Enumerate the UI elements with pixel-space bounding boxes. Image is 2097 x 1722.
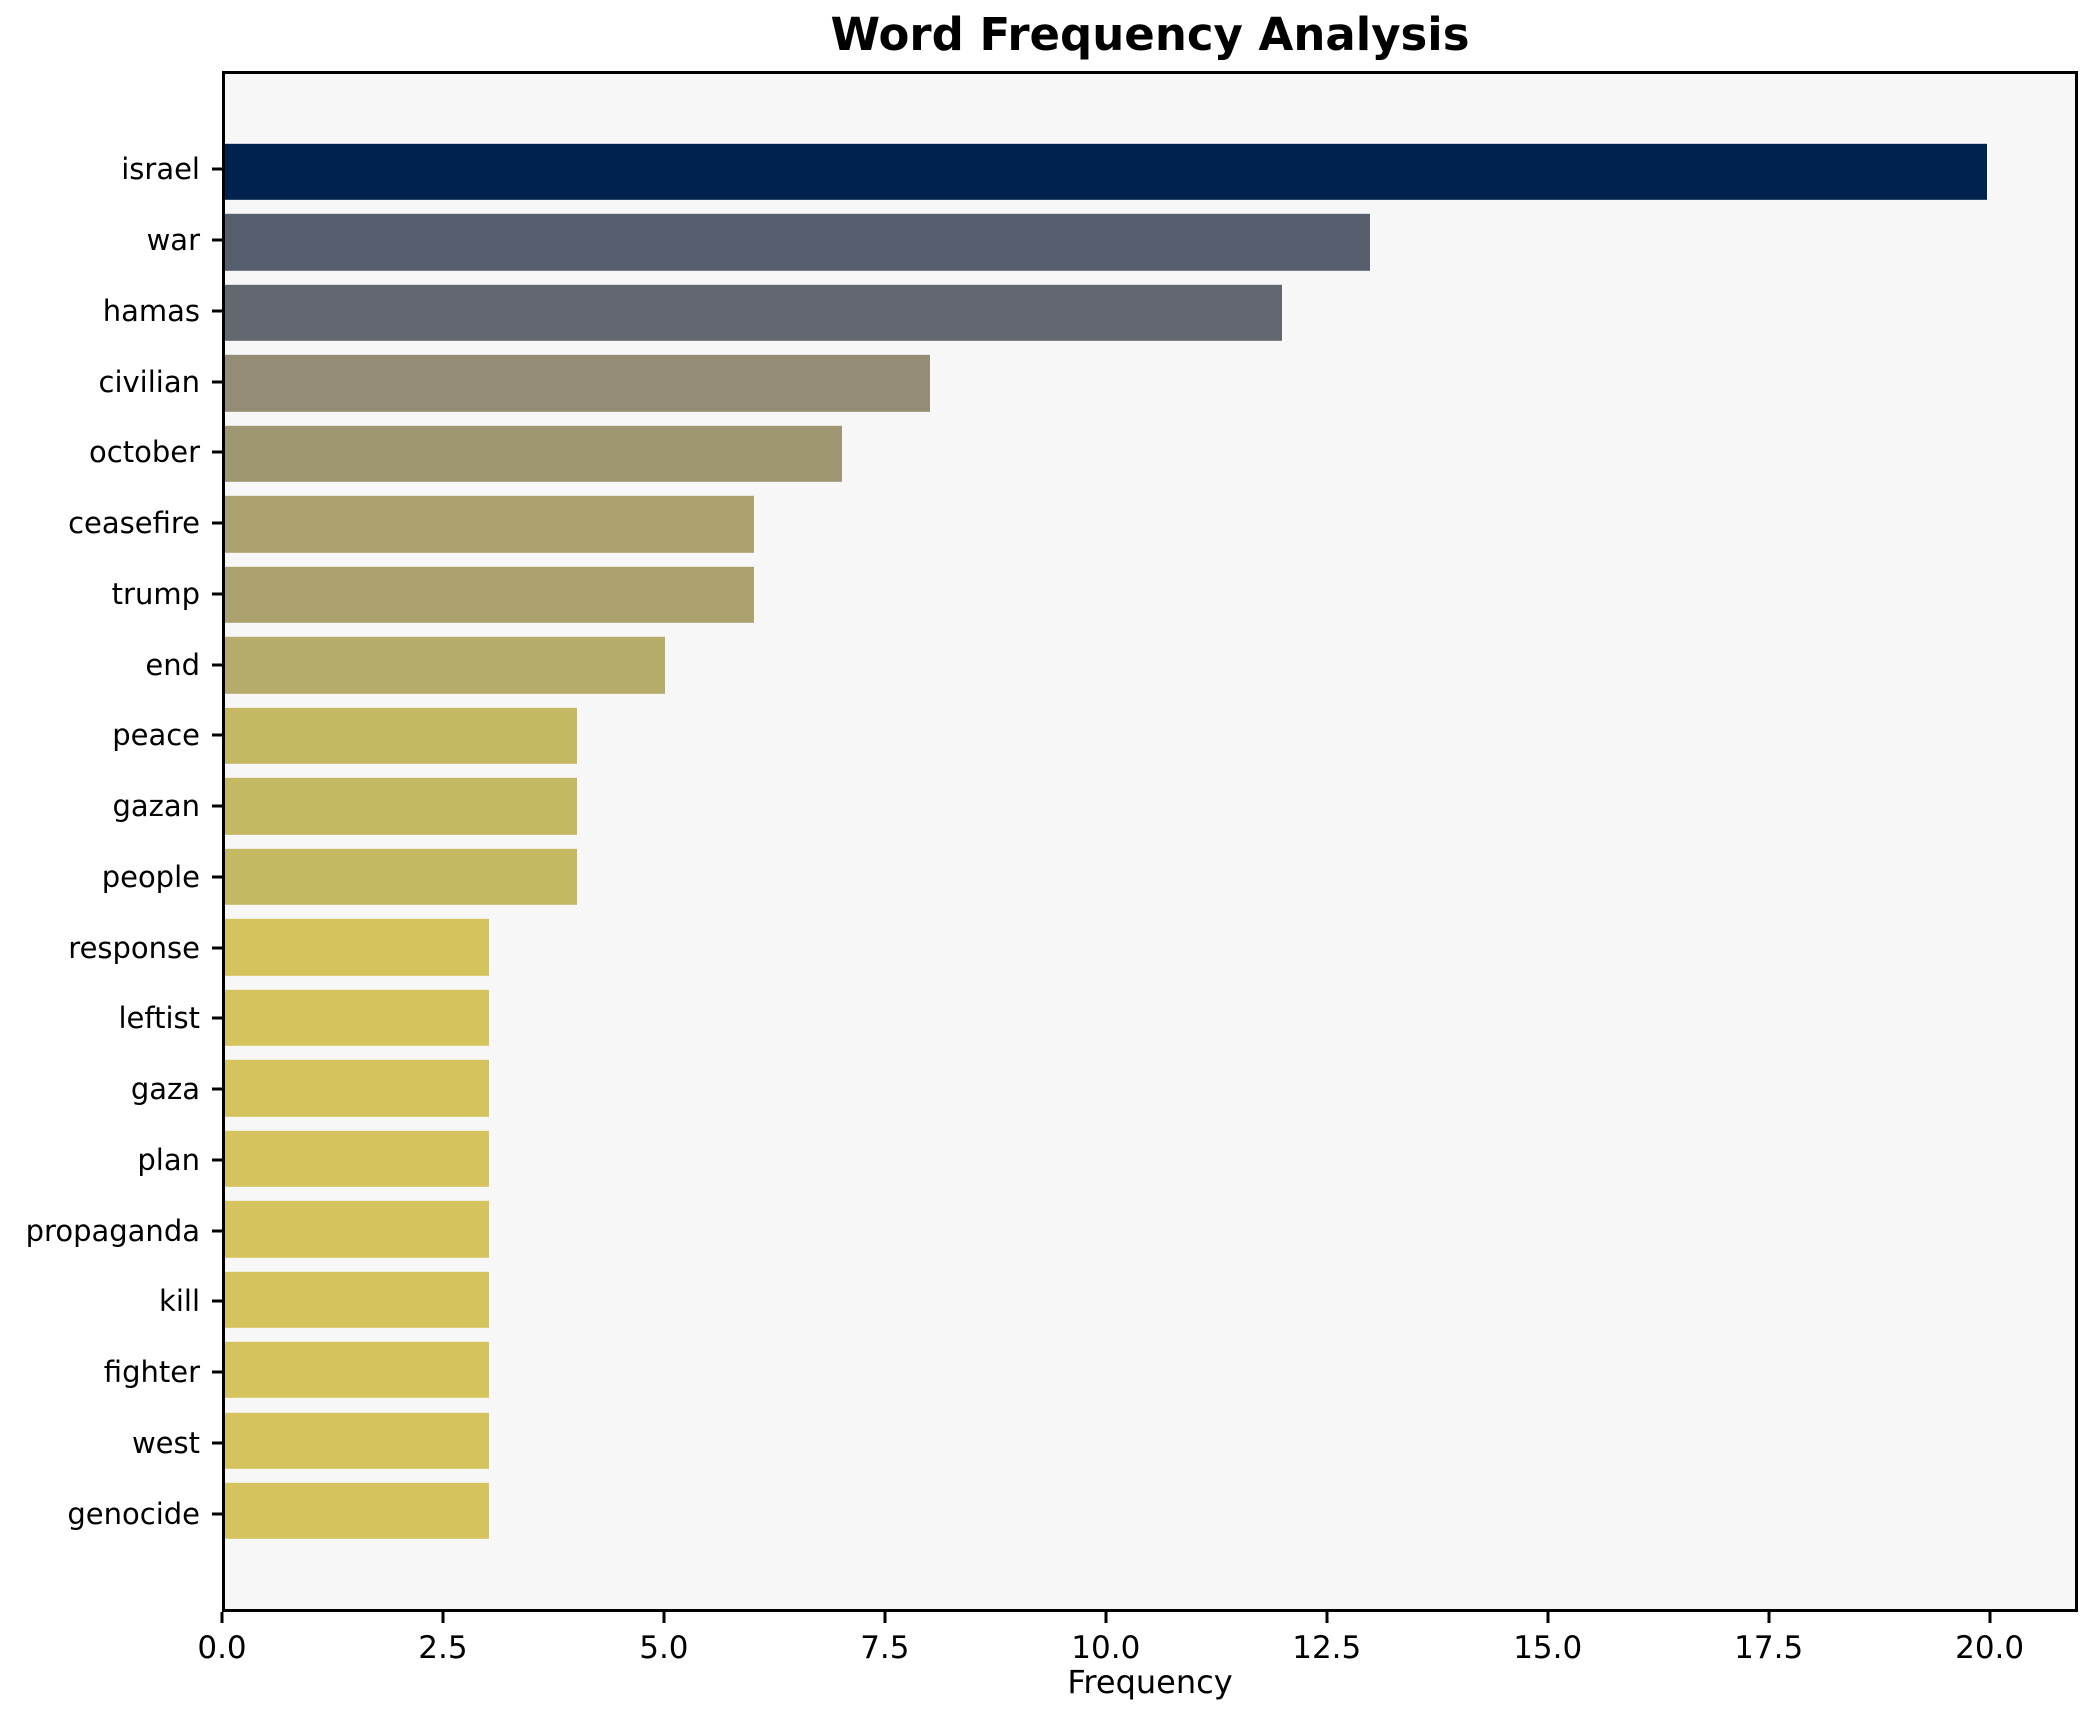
y-tick-label-war: war <box>146 223 200 258</box>
x-axis: 0.0 2.5 5.0 7.5 10.0 12.5 15.0 17.5 20.0 <box>197 1612 2078 1682</box>
plot-area <box>222 71 2078 1612</box>
bar-people <box>225 848 578 905</box>
x-tick-mark <box>1767 1612 1771 1623</box>
x-tick-mark <box>1546 1612 1550 1623</box>
y-tick-label-trump: trump <box>111 576 200 611</box>
y-tick-mark <box>212 167 222 171</box>
bar-genocide <box>225 1482 490 1540</box>
y-tick-mark <box>212 380 222 384</box>
y-tick-mark <box>212 946 222 950</box>
bar-response <box>225 919 490 976</box>
y-tick-label-leftist: leftist <box>118 1001 200 1036</box>
y-tick-mark <box>212 1087 222 1091</box>
y-tick-label-propaganda: propaganda <box>25 1213 200 1248</box>
y-tick-label-gaza: gaza <box>130 1072 200 1107</box>
x-tick-mark <box>220 1612 224 1623</box>
y-tick-mark <box>212 592 222 596</box>
bar-kill <box>225 1271 490 1328</box>
y-tick-mark <box>212 663 222 667</box>
bar-civilian <box>225 355 930 412</box>
bar-west <box>225 1412 490 1469</box>
bar-end <box>225 637 666 694</box>
bar-war <box>225 214 1371 271</box>
bar-october <box>225 425 842 483</box>
y-tick-mark <box>212 1158 222 1162</box>
y-axis: israel war hamas civilian october ceasefire tr… <box>0 71 222 1612</box>
bar-peace <box>225 707 578 764</box>
y-tick-label-plan: plan <box>137 1142 200 1177</box>
bar-propaganda <box>225 1200 490 1258</box>
x-tick-mark <box>1325 1612 1329 1623</box>
bar-hamas <box>225 284 1283 342</box>
y-tick-label-october: october <box>89 435 200 470</box>
y-tick-label-civilian: civilian <box>98 364 201 399</box>
y-tick-label-end: end <box>145 647 200 682</box>
bar-leftist <box>225 989 490 1046</box>
y-tick-label-west: west <box>131 1425 200 1460</box>
x-tick-label-17.5: 17.5 <box>1734 1630 1804 1666</box>
x-tick-label-2.5: 2.5 <box>418 1630 468 1666</box>
y-tick-label-fighter: fighter <box>103 1355 200 1390</box>
bar-israel <box>225 143 1987 201</box>
x-tick-mark <box>1988 1612 1992 1623</box>
y-tick-mark <box>212 1229 222 1233</box>
y-tick-label-peace: peace <box>112 718 200 753</box>
y-tick-label-genocide: genocide <box>67 1496 200 1531</box>
bar-gaza <box>225 1059 490 1117</box>
x-tick-label-12.5: 12.5 <box>1292 1630 1362 1666</box>
y-tick-mark <box>212 1016 222 1020</box>
bar-fighter <box>225 1341 490 1399</box>
y-tick-mark <box>212 309 222 313</box>
x-tick-mark <box>662 1612 666 1623</box>
bar-ceasefire <box>225 496 754 553</box>
x-tick-mark <box>1104 1612 1108 1623</box>
chart-title: Word Frequency Analysis <box>830 8 1470 61</box>
x-tick-mark <box>883 1612 887 1623</box>
y-tick-mark <box>212 1370 222 1374</box>
y-tick-mark <box>212 521 222 525</box>
x-tick-label-20.0: 20.0 <box>1955 1630 2025 1666</box>
y-tick-mark <box>212 450 222 454</box>
y-tick-label-response: response <box>68 930 200 965</box>
bar-gazan <box>225 778 578 835</box>
y-tick-label-people: people <box>101 859 200 894</box>
y-tick-label-ceasefire: ceasefire <box>68 506 200 541</box>
x-tick-mark <box>441 1612 445 1623</box>
y-tick-mark <box>212 733 222 737</box>
y-tick-mark <box>212 1441 222 1445</box>
bar-plan <box>225 1130 490 1187</box>
y-tick-label-kill: kill <box>159 1284 200 1319</box>
bar-trump <box>225 566 754 624</box>
y-tick-label-israel: israel <box>121 152 200 187</box>
x-tick-label-10.0: 10.0 <box>1071 1630 1141 1666</box>
x-tick-label-0.0: 0.0 <box>197 1630 247 1666</box>
y-tick-mark <box>212 875 222 879</box>
x-tick-label-15.0: 15.0 <box>1513 1630 1583 1666</box>
y-tick-label-hamas: hamas <box>102 293 200 328</box>
y-tick-mark <box>212 1512 222 1516</box>
x-tick-label-5.0: 5.0 <box>639 1630 689 1666</box>
y-tick-mark <box>212 1299 222 1303</box>
x-tick-label-7.5: 7.5 <box>860 1630 910 1666</box>
y-tick-mark <box>212 238 222 242</box>
x-axis-title: Frequency <box>1067 1663 1233 1701</box>
y-tick-label-gazan: gazan <box>112 789 200 824</box>
y-tick-mark <box>212 804 222 808</box>
